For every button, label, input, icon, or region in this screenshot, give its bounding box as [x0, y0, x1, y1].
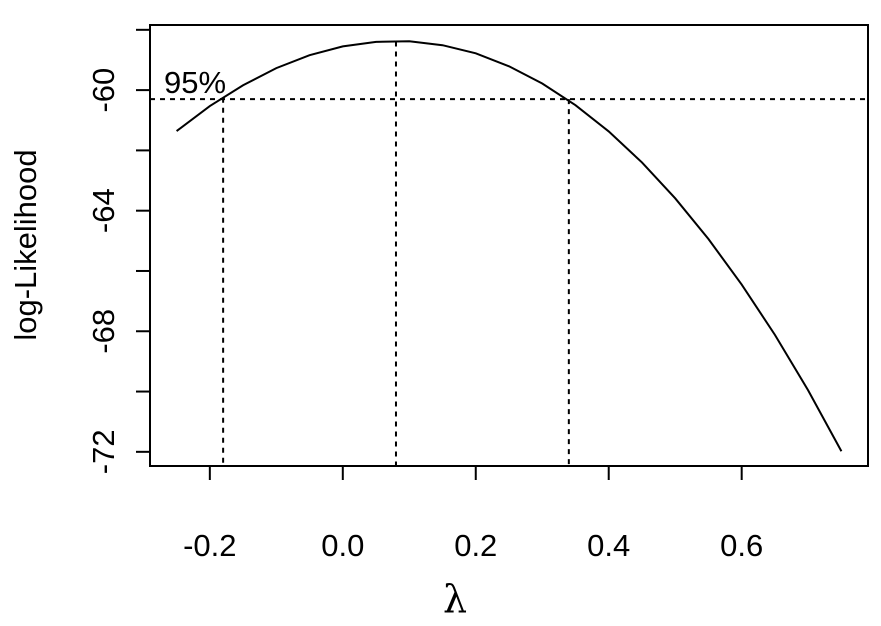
x-tick-label: 0.4	[587, 528, 630, 563]
y-tick-label: -64	[86, 188, 121, 233]
y-tick-label: -60	[86, 68, 121, 113]
y-axis-label: log-Likelihood	[8, 149, 43, 340]
x-tick-label: 0.2	[454, 528, 497, 563]
x-tick-label: -0.2	[183, 528, 236, 563]
y-tick-label: -72	[86, 429, 121, 474]
y-tick-label: -68	[86, 309, 121, 354]
plot-frame	[149, 24, 869, 467]
x-tick-label: 0.6	[720, 528, 763, 563]
ci-label: 95%	[164, 65, 226, 100]
x-axis-label: λ	[443, 577, 467, 621]
x-tick-label: 0.0	[321, 528, 364, 563]
likelihood-curve	[175, 40, 843, 452]
